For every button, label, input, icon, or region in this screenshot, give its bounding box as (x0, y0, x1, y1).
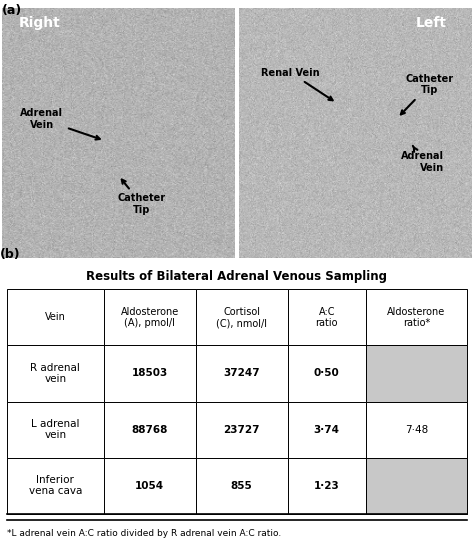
Text: 1054: 1054 (135, 480, 164, 491)
Text: Catheter
Tip: Catheter Tip (401, 74, 454, 114)
Text: L adrenal
vein: L adrenal vein (31, 419, 80, 440)
Text: Aldosterone
(A), pmol/l: Aldosterone (A), pmol/l (120, 307, 179, 328)
Text: *L adrenal vein A:C ratio divided by R adrenal vein A:C ratio.: *L adrenal vein A:C ratio divided by R a… (7, 529, 281, 538)
Text: 855: 855 (231, 480, 253, 491)
Text: 7·48: 7·48 (405, 425, 428, 434)
Text: Renal Vein: Renal Vein (261, 68, 333, 100)
Text: 0·50: 0·50 (314, 368, 339, 379)
Text: (b): (b) (0, 248, 21, 261)
Text: 1·23: 1·23 (314, 480, 339, 491)
Bar (288, 458, 366, 513)
Text: A:C
ratio: A:C ratio (315, 307, 338, 328)
Bar (366, 458, 467, 513)
Text: Vein: Vein (45, 313, 66, 322)
Text: Results of Bilateral Adrenal Venous Sampling: Results of Bilateral Adrenal Venous Samp… (86, 270, 388, 283)
Bar (288, 346, 366, 401)
Bar (104, 401, 196, 458)
Bar (196, 458, 288, 513)
Text: 37247: 37247 (223, 368, 260, 379)
Text: Aldosterone
ratio*: Aldosterone ratio* (387, 307, 446, 328)
Bar (104, 458, 196, 513)
Text: Inferior
vena cava: Inferior vena cava (28, 475, 82, 496)
Text: Cortisol
(C), nmol/l: Cortisol (C), nmol/l (216, 307, 267, 328)
Bar (196, 289, 288, 346)
Bar (7, 401, 104, 458)
Bar (288, 289, 366, 346)
Bar (7, 289, 104, 346)
Text: 23727: 23727 (223, 425, 260, 434)
Bar (366, 289, 467, 346)
Bar (288, 401, 366, 458)
Bar (366, 346, 467, 401)
Bar (7, 346, 104, 401)
Text: 18503: 18503 (131, 368, 168, 379)
Text: Adrenal
Vein: Adrenal Vein (20, 109, 100, 140)
Text: Left: Left (416, 16, 447, 30)
Text: (a): (a) (2, 4, 23, 17)
Bar (366, 401, 467, 458)
Text: 3·74: 3·74 (314, 425, 340, 434)
Bar (104, 346, 196, 401)
Text: Right: Right (18, 16, 60, 30)
Bar (196, 401, 288, 458)
Bar (196, 346, 288, 401)
Text: R adrenal
vein: R adrenal vein (30, 362, 80, 384)
Text: 88768: 88768 (131, 425, 168, 434)
Text: Adrenal
Vein: Adrenal Vein (401, 146, 444, 173)
Bar (104, 289, 196, 346)
Text: Catheter
Tip: Catheter Tip (118, 180, 166, 215)
Bar (7, 458, 104, 513)
